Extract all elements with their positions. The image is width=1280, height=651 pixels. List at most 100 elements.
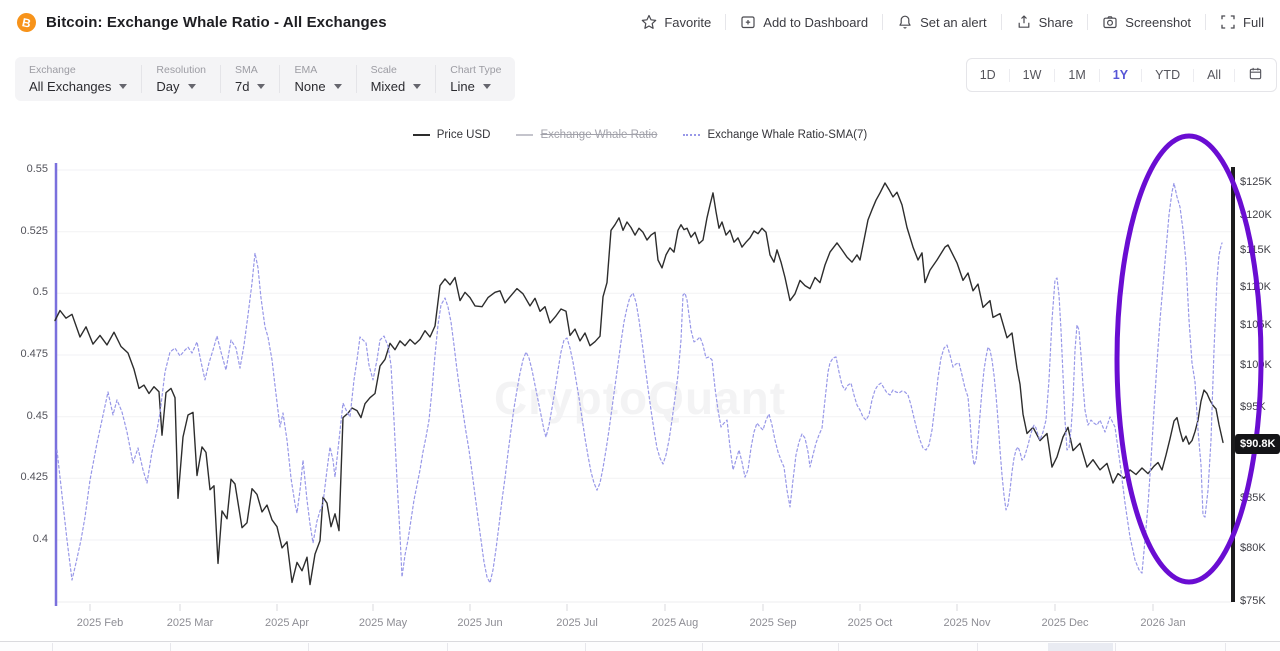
range-1m[interactable]: 1M [1068,68,1086,82]
screenshot-icon [1102,14,1118,30]
range-1d[interactable]: 1D [979,68,996,82]
bottom-table-divider [702,643,703,651]
ema-label: EMA [294,63,318,76]
divider [1141,68,1143,82]
divider [1008,68,1010,82]
divider [1193,68,1195,82]
left-axis-tick: 0.5 [32,286,48,299]
legend-item-price-usd[interactable]: Price USD [412,129,491,141]
scale-dropdown[interactable]: Scale Mixed [357,59,436,100]
right-axis-tick: $115K [1240,244,1271,257]
divider [1054,68,1056,82]
ema-dropdown[interactable]: EMA None [280,59,355,100]
legend-swatch-solid-line [516,134,534,136]
add-to-dashboard-label: Add to Dashboard [763,14,869,30]
left-axis-tick: 0.425 [20,471,48,484]
right-axis-tick: $120K [1240,209,1272,222]
x-axis-tick: 2025 Jun [457,617,503,629]
right-axis-tick: $80K [1240,541,1266,554]
divider [355,65,357,93]
bottom-table-divider [838,643,839,651]
time-range-selector: 1D 1W 1M 1Y YTD All [965,58,1277,92]
x-axis-tick: 2025 Jul [556,617,598,629]
bottom-table-divider [1115,643,1116,651]
divider [1087,14,1089,30]
divider [1098,68,1100,82]
divider [435,65,437,93]
ema-value: None [294,78,326,94]
x-axis-tick: 2025 Oct [847,617,893,629]
chart-legend: Price USD Exchange Whale Ratio Exchange … [0,129,1280,141]
right-axis-tick: $100K [1240,358,1272,371]
left-axis-tick: 0.475 [20,348,48,360]
resolution-dropdown[interactable]: Resolution Day [142,59,220,100]
exchange-dropdown[interactable]: Exchange All Exchanges [15,59,141,100]
right-axis-tick: $95K [1240,401,1266,414]
chevron-down-icon [119,83,128,89]
legend-item-exchange-whale-ratio[interactable]: Exchange Whale Ratio [516,129,657,141]
left-axis-tick: 0.525 [20,224,48,237]
share-label: Share [1038,14,1074,30]
bottom-table-edge [0,641,1280,651]
fullscreen-icon [1220,14,1236,30]
bottom-table-divider [447,643,448,651]
screenshot-button[interactable]: Screenshot [1088,14,1205,30]
resolution-value: Day [156,78,180,94]
chevron-down-icon [187,83,196,89]
range-ytd[interactable]: YTD [1155,68,1181,82]
x-axis-tick: 2025 Sep [749,617,797,629]
favorite-button[interactable]: Favorite [627,14,725,30]
set-alert-button[interactable]: Set an alert [883,14,1001,30]
bottom-table-divider [52,643,53,651]
bottom-table-divider [977,643,978,651]
add-to-dashboard-button[interactable]: Add to Dashboard [726,14,882,30]
bottom-table-divider [308,643,309,651]
range-all[interactable]: All [1207,68,1221,82]
bottom-table-divider [1225,643,1226,651]
x-axis-tick: 2025 Apr [264,617,310,629]
chart-title-group: B Bitcoin: Exchange Whale Ratio - All Ex… [0,10,387,34]
right-axis-tick: $75K [1240,594,1266,607]
chevron-down-icon [413,83,422,89]
share-icon [1016,14,1032,30]
x-axis-tick: 2025 Aug [651,617,699,629]
set-alert-label: Set an alert [920,14,987,30]
legend-label: Price USD [436,129,491,141]
x-axis-tick: 2025 Feb [76,617,124,629]
fullscreen-button[interactable]: Full [1206,14,1278,30]
x-axis-tick: 2026 Jan [1140,617,1186,629]
sma-dropdown[interactable]: SMA 7d [221,59,279,100]
divider [279,65,281,93]
x-axis-tick: 2025 May [358,617,408,629]
exchange-label: Exchange [29,63,76,76]
right-axis-tick: $125K [1240,176,1272,188]
watermark: CryptoQuant [493,372,787,424]
divider [141,65,143,93]
legend-swatch-solid-line [412,134,430,136]
chart-type-label: Chart Type [450,63,502,76]
scale-value: Mixed [370,78,406,94]
left-axis-tick: 0.45 [26,409,48,422]
header-actions: Favorite Add to Dashboard Set an alert S… [627,0,1280,44]
sma-value: 7d [235,78,250,94]
legend-swatch-dotted-line [683,134,701,136]
divider [725,14,727,30]
range-1y[interactable]: 1Y [1112,68,1129,82]
bell-icon [897,14,913,30]
custom-date-range-button[interactable] [1235,59,1276,91]
left-axis-tick: 0.4 [32,533,48,545]
exchange-value: All Exchanges [29,78,112,94]
app-header: B Bitcoin: Exchange Whale Ratio - All Ex… [0,0,1280,44]
share-button[interactable]: Share [1002,14,1088,30]
scale-label: Scale [370,63,397,76]
range-1w[interactable]: 1W [1022,68,1042,82]
chart-type-dropdown[interactable]: Chart Type Line [436,59,515,100]
legend-item-exchange-whale-ratio-sma7[interactable]: Exchange Whale Ratio-SMA(7) [683,129,867,141]
fullscreen-label: Full [1243,14,1264,30]
screenshot-label: Screenshot [1125,14,1192,30]
star-icon [641,14,657,30]
x-axis-tick: 2025 Dec [1041,617,1089,629]
bottom-table-divider [170,643,171,651]
